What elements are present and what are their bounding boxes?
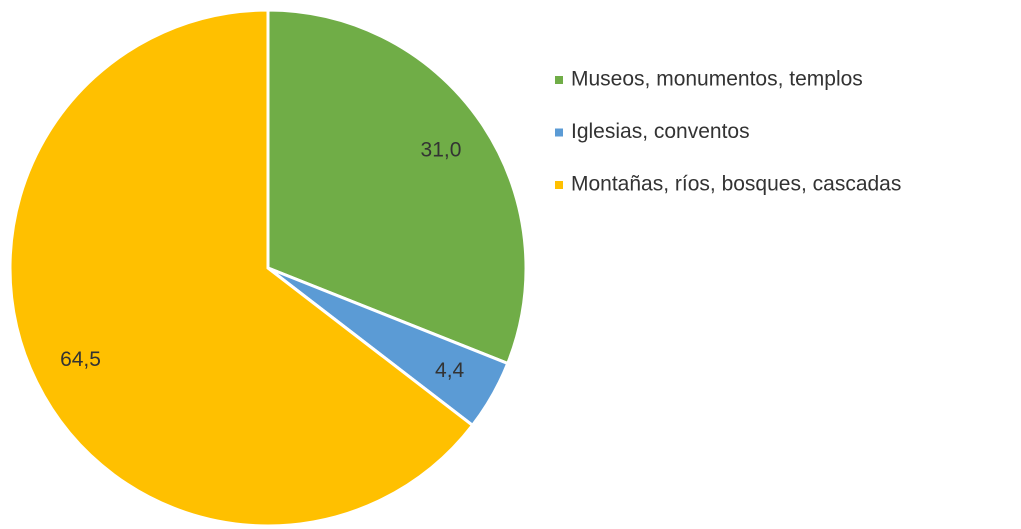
- pie-slice: [8, 8, 475, 528]
- legend-swatch: [555, 128, 563, 137]
- legend-label: Iglesias, conventos: [571, 120, 750, 143]
- legend-label: Montañas, ríos, bosques, cascadas: [571, 173, 901, 196]
- data-label: 31,0: [421, 138, 462, 161]
- data-label: 64,5: [60, 348, 101, 371]
- pie-slice: [266, 8, 528, 366]
- legend-label: Museos, monumentos, templos: [571, 68, 863, 91]
- legend-swatch: [555, 181, 563, 189]
- data-label: 4,4: [435, 359, 465, 382]
- legend-swatch: [555, 76, 563, 84]
